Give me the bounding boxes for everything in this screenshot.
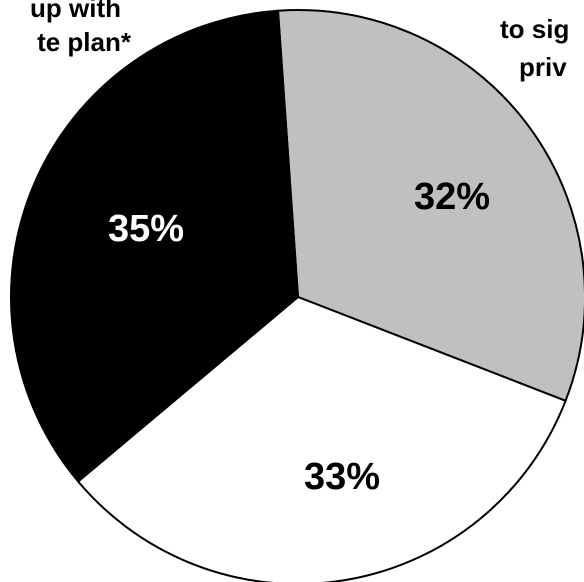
pie-slice-value-label: 32%: [414, 176, 490, 218]
pie-slice-category-label: priv: [519, 52, 567, 82]
pie-slice-1: [276, 9, 584, 403]
pie-value-labels: 32% 33% 35%: [108, 176, 490, 498]
pie-slices: [10, 9, 584, 582]
pie-slice-category-label: te plan*: [37, 27, 132, 57]
pie-slice-value-label: 33%: [304, 456, 380, 498]
pie-slice-2: [76, 295, 567, 582]
pie-category-labels: to sig priv up with te plan*: [30, 0, 569, 82]
pie-slice-value-label: 35%: [108, 208, 184, 250]
pie-slice-3: [10, 9, 300, 483]
pie-slice-category-label: up with: [30, 0, 121, 23]
pie-slice-category-label: to sig: [500, 14, 569, 44]
